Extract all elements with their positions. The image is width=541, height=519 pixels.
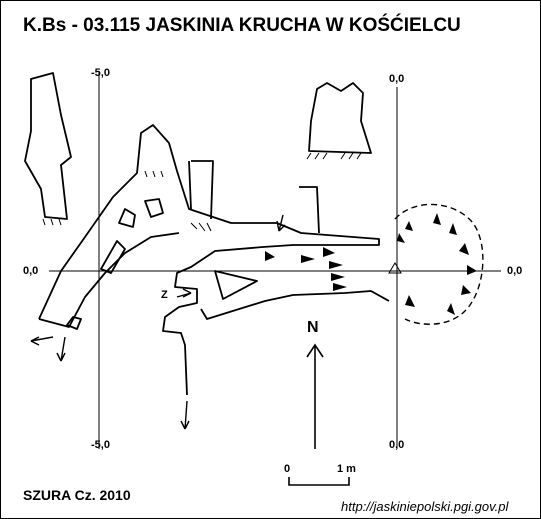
coord-label-right-top: 0,0 [389,73,405,85]
scale-bar [288,477,350,486]
scale-end-label: 1 m [337,463,356,475]
coord-label-right-middle: 0,0 [507,265,523,277]
chamber-outline-dashed [394,203,484,325]
entrance-marker [388,262,402,274]
scale-start-label: 0 [284,463,291,475]
marker-letter: Z [161,289,168,301]
north-label: N [307,319,319,336]
map-title: K.Bs - 03.115 JASKINIA KRUCHA W KOŚĆIELC… [23,15,461,36]
coordinate-grid [49,71,501,449]
author-credit: SZURA Cz. 2010 [23,487,131,503]
north-arrow [306,343,324,449]
coord-label-left-top: -5,0 [91,67,110,79]
hatching [42,152,362,232]
cave-outline [24,72,390,396]
slope-markers [265,213,477,315]
coord-label-left-middle: 0,0 [23,265,39,277]
passage-arrows [30,214,286,430]
source-url: http://jaskiniepolski.pgi.gov.pl [341,499,509,514]
coord-label-left-bottom: -5,0 [91,439,110,451]
